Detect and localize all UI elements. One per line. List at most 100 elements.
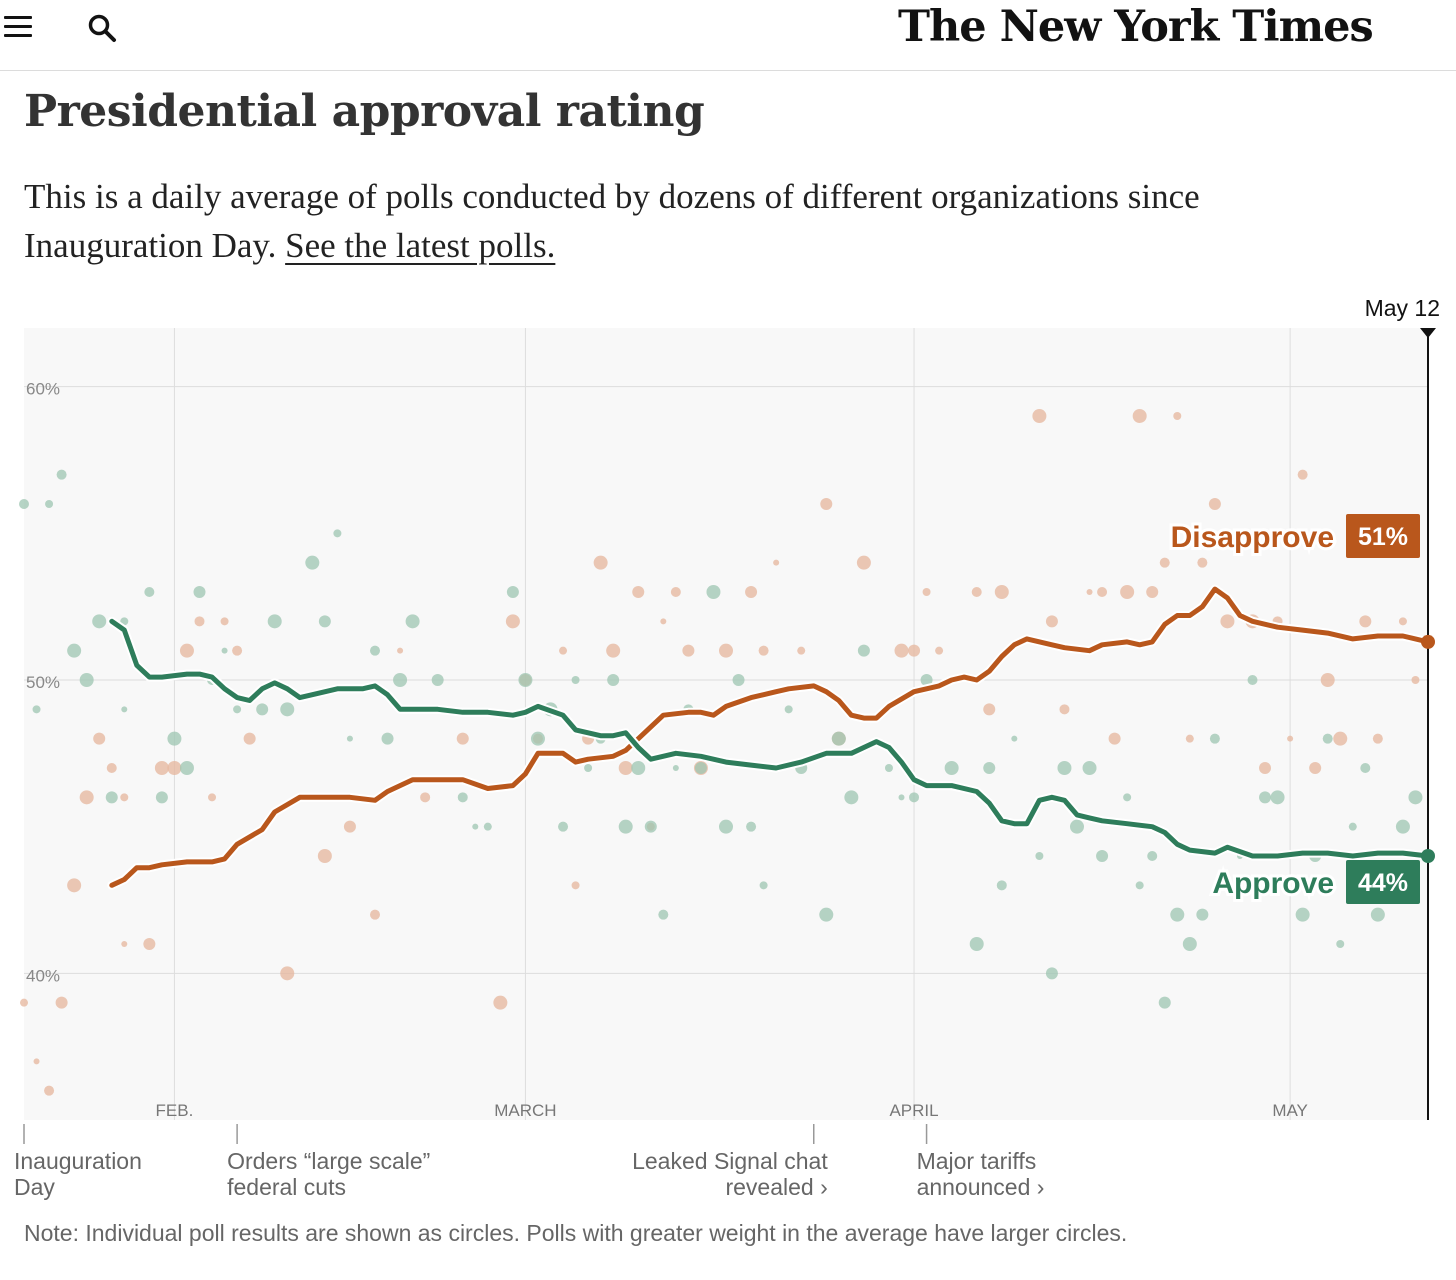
disapprove-poll-dot (179, 643, 194, 658)
current-date-marker (1420, 328, 1436, 338)
approve-poll-dot (1135, 881, 1144, 890)
approve-poll-dot (179, 761, 194, 775)
disapprove-poll-dot (994, 585, 1009, 599)
disapprove-poll-dot (55, 996, 68, 1009)
approve-poll-dot (1057, 761, 1072, 775)
approve-poll-dot (457, 792, 468, 803)
approve-poll-dot (558, 821, 569, 832)
disapprove-poll-dot (33, 1058, 40, 1065)
approve-poll-dot (631, 761, 646, 775)
disapprove-poll-dot (935, 646, 944, 655)
approve-poll-dot (1123, 793, 1132, 802)
masthead-logo[interactable]: The New York Times (898, 2, 1374, 52)
disapprove-poll-dot (1359, 615, 1372, 628)
approve-poll-dot (1370, 907, 1385, 922)
x-tick-label: FEB. (156, 1101, 194, 1120)
approve-value-label: 44% (1358, 869, 1408, 897)
approve-poll-dot (79, 673, 94, 687)
current-date-label: May 12 (1365, 295, 1440, 321)
disapprove-poll-dot (1197, 557, 1208, 568)
approve-poll-dot (831, 731, 846, 746)
annotation-label: federal cuts (227, 1174, 346, 1200)
disapprove-poll-dot (343, 820, 356, 833)
annotation-label: Major tariffs (917, 1148, 1037, 1174)
approval-chart: 60% 50% 40% FEB. MARCH APRIL MAY May 12 Disappro… (14, 295, 1440, 1200)
approve-poll-dot (267, 614, 282, 629)
approve-poll-dot (584, 764, 593, 772)
summary-text: This is a daily average of polls conduct… (24, 172, 1284, 270)
approve-poll-dot (370, 645, 380, 656)
approve-poll-dot (746, 821, 757, 832)
disapprove-poll-dot (106, 763, 117, 773)
approve-poll-dot (1158, 996, 1171, 1009)
approve-poll-dot (221, 647, 228, 654)
approve-poll-dot (1182, 937, 1197, 951)
approve-poll-dot (898, 794, 905, 801)
approve-series-label: Approve (1212, 867, 1334, 900)
disapprove-poll-dot (894, 643, 909, 658)
summary-body: This is a daily average of polls conduct… (24, 177, 1200, 265)
disapprove-poll-dot (971, 587, 982, 597)
approve-poll-dot (506, 586, 519, 598)
disapprove-poll-dot (773, 559, 780, 566)
disapprove-poll-dot (505, 614, 520, 629)
approve-poll-dot (45, 500, 54, 508)
approve-poll-dot (1395, 819, 1410, 834)
disapprove-poll-dot (1173, 412, 1182, 420)
disapprove-poll-dot (232, 645, 243, 656)
disapprove-poll-dot (1333, 731, 1348, 746)
approve-poll-dot (1259, 791, 1272, 804)
approve-poll-dot (759, 881, 768, 890)
disapprove-poll-dot (194, 616, 205, 627)
disapprove-poll-dot (1220, 614, 1235, 629)
disapprove-poll-dot (420, 792, 431, 803)
disapprove-poll-dot (1259, 762, 1272, 774)
disapprove-poll-dot (559, 646, 568, 655)
approve-poll-dot (920, 674, 933, 686)
approve-poll-dot (393, 673, 408, 687)
approve-poll-dot (607, 674, 620, 686)
disapprove-poll-dot (1032, 409, 1047, 423)
disapprove-poll-dot (493, 995, 508, 1010)
approve-poll-dot (1348, 822, 1357, 831)
approve-poll-dot (884, 764, 893, 772)
approve-poll-dot (1011, 735, 1018, 742)
approve-poll-dot (658, 909, 669, 920)
disapprove-poll-dot (167, 761, 182, 775)
approve-poll-dot (1170, 907, 1185, 922)
annotation-label: Orders “large scale” (227, 1148, 430, 1174)
disapprove-poll-dot (632, 586, 645, 598)
disapprove-poll-dot (1297, 469, 1308, 480)
disapprove-poll-dot (1059, 704, 1070, 715)
approve-poll-dot (983, 762, 996, 774)
approve-poll-dot (318, 615, 331, 628)
disapprove-poll-dot (243, 732, 256, 745)
disapprove-poll-dot (1411, 676, 1420, 684)
hamburger-menu-icon[interactable] (2, 14, 34, 40)
approve-poll-dot (19, 499, 29, 509)
page-title: Presidential approval rating (24, 86, 705, 137)
approve-poll-dot (92, 614, 107, 629)
approve-poll-dot (1147, 851, 1158, 861)
approve-poll-dot (167, 731, 182, 746)
disapprove-poll-dot (660, 618, 667, 625)
disapprove-poll-dot (797, 646, 806, 655)
approve-poll-dot (694, 762, 707, 774)
disapprove-poll-dot (719, 643, 733, 658)
approve-poll-dot (732, 674, 745, 686)
disapprove-poll-dot (317, 849, 332, 863)
disapprove-poll-dot (908, 644, 921, 657)
approve-poll-dot (969, 937, 984, 951)
disapprove-poll-dot (571, 881, 580, 890)
approve-value-badge (1346, 860, 1420, 904)
search-icon[interactable] (86, 12, 120, 46)
approve-poll-dot (944, 761, 959, 775)
y-tick-label: 40% (26, 966, 60, 985)
disapprove-poll-dot (1185, 734, 1194, 743)
latest-polls-link[interactable]: See the latest polls. (285, 226, 556, 265)
disapprove-poll-dot (67, 878, 82, 893)
disapprove-endpoint (1421, 634, 1435, 649)
approve-poll-dot (1096, 850, 1109, 862)
disapprove-poll-dot (397, 647, 404, 654)
approve-poll-dot (1045, 967, 1058, 980)
